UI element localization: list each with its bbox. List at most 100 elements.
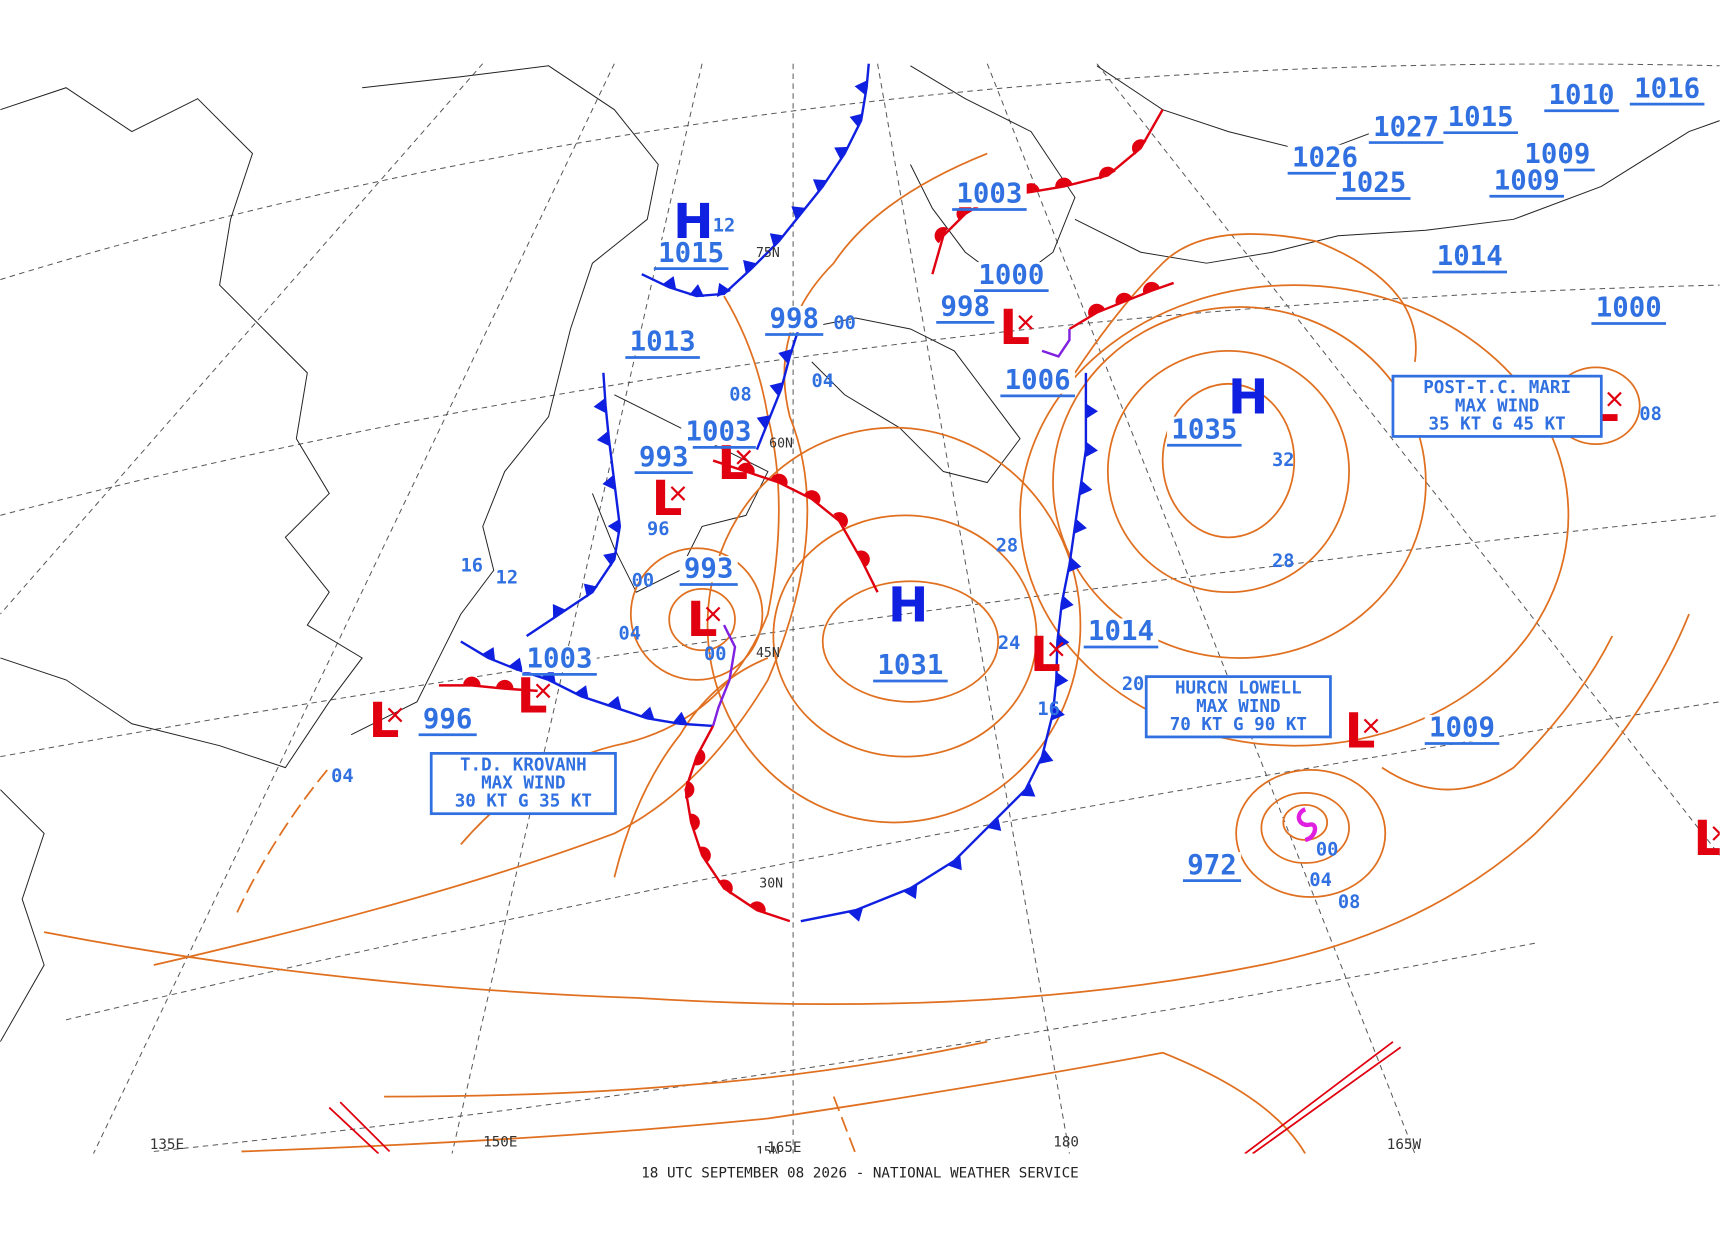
isobar-label: 04: [811, 371, 833, 392]
fronts: [328, 63, 1402, 1154]
isobar-label: 28: [996, 536, 1018, 557]
label-bg: [681, 418, 756, 446]
isobar-label: 00: [632, 571, 654, 592]
hurricane-symbol: [1296, 807, 1318, 843]
label-bg: [625, 328, 700, 356]
isobar-label: 32: [1272, 450, 1294, 471]
storm-text: T.D. KROVANH: [460, 755, 587, 775]
pressure-label: 1014: [1088, 616, 1154, 647]
low-center: L: [517, 669, 548, 725]
label-bg: [418, 706, 477, 733]
low-center: L: [1693, 811, 1720, 867]
low-x: [1712, 826, 1720, 841]
low-center: L: [369, 693, 400, 749]
latitude-label: 15N: [756, 1145, 780, 1160]
label-bg: [634, 444, 693, 471]
pressure-label: 1000: [1596, 293, 1662, 324]
pressure-label: 1009: [1524, 139, 1590, 170]
label-bg: [1424, 714, 1500, 742]
pressure-label: 1013: [630, 327, 696, 358]
storm-text: 35 KT G 45 KT: [1429, 414, 1566, 434]
label-bg: [1335, 169, 1411, 197]
pressure-label: 1010: [1549, 80, 1615, 111]
isobar-label: 20: [1122, 674, 1144, 695]
low-x: [705, 606, 721, 622]
label-bg: [679, 555, 738, 583]
label-bg: [1083, 618, 1159, 645]
label-bg: [653, 240, 729, 267]
label-bg: [1167, 416, 1242, 444]
label-bg: [873, 652, 948, 679]
label-bg: [1629, 75, 1705, 102]
longitude-label: 165W: [1387, 1137, 1422, 1153]
isobar-label: 28: [1272, 551, 1294, 572]
storm-box: [429, 751, 617, 816]
label-bg: [1368, 114, 1444, 141]
isobar-label: 24: [998, 633, 1020, 654]
latitude-label: 30N: [759, 876, 783, 891]
label-bg: [974, 262, 1049, 289]
pressure-label: 1026: [1292, 143, 1358, 174]
storm-text: MAX WIND: [481, 774, 565, 794]
pressure-label: 1027: [1373, 112, 1439, 143]
high-center: H: [1228, 369, 1268, 425]
isobar-label: 12: [713, 215, 735, 236]
isobar-label: 12: [496, 567, 518, 588]
pressure-label: 1009: [1429, 713, 1495, 744]
low-x: [1363, 718, 1379, 734]
isobar-label: 08: [1338, 892, 1360, 913]
boundary-lines: [328, 1041, 1402, 1154]
low-center: L: [999, 300, 1030, 356]
isobar-label: 04: [1309, 870, 1331, 891]
high-center: H: [888, 578, 928, 634]
storm-box: [1391, 374, 1603, 438]
label-bg: [522, 645, 597, 673]
low-x: [1018, 315, 1033, 330]
low-center: L: [1345, 704, 1376, 760]
pressure-label: 1014: [1437, 241, 1503, 272]
pressure-label: 993: [639, 442, 689, 473]
isobar-label: 00: [833, 313, 855, 334]
isobar-label: 00: [1316, 839, 1338, 860]
label-bg: [1520, 141, 1595, 168]
low-x: [535, 683, 551, 699]
isobar-label: 04: [618, 623, 640, 644]
label-bg: [1544, 82, 1619, 109]
low-x: [736, 449, 752, 465]
latitude-label: 60N: [769, 437, 793, 452]
isobars: [43, 152, 1690, 1154]
pressure-label: 1006: [1005, 365, 1071, 396]
storm-text: 70 KT G 90 KT: [1170, 715, 1307, 735]
label-bg: [952, 180, 1027, 208]
pressure-label: 1015: [1448, 102, 1514, 133]
storm-text: MAX WIND: [1196, 697, 1280, 717]
label-bg: [936, 293, 995, 321]
isobar-label: 16: [461, 555, 483, 576]
low-center: L: [1030, 627, 1061, 683]
label-bg: [1432, 243, 1507, 270]
pressure-label: 993: [684, 554, 734, 585]
storm-text: 30 KT G 35 KT: [455, 792, 592, 812]
pressure-label: 998: [769, 304, 819, 335]
low-x: [670, 486, 686, 501]
label-bg: [1489, 167, 1565, 195]
low-center: L: [687, 592, 718, 648]
longitude-label: 150E: [483, 1135, 517, 1151]
coastlines: [0, 65, 1720, 1043]
pressure-label: 998: [941, 292, 991, 323]
pressure-label: 1003: [527, 644, 593, 675]
pressure-label: 1003: [686, 417, 752, 448]
longitude-label: 165E: [767, 1140, 801, 1156]
isobar-label: 08: [729, 384, 751, 405]
pressure-label: 1003: [956, 179, 1022, 210]
isobar-label: 08: [1639, 404, 1661, 425]
isobar-label: 00: [704, 644, 726, 665]
pressure-label: 1000: [978, 260, 1044, 291]
longitude-label: 135E: [150, 1137, 184, 1153]
pressure-label: 1016: [1634, 73, 1700, 104]
graticule: [0, 63, 1720, 1154]
pressure-label: 1035: [1171, 414, 1237, 445]
storm-box: [1144, 675, 1332, 739]
